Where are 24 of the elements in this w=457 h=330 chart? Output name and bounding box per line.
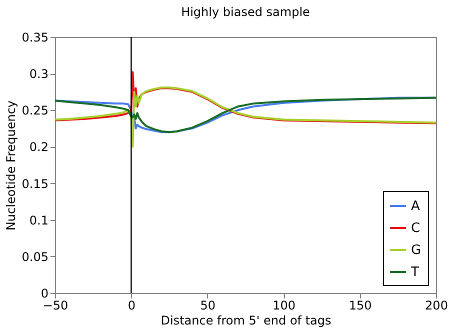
line-series bbox=[54, 86, 437, 148]
y-tick-label: 0.35 bbox=[22, 30, 48, 44]
x-tick-label: −50 bbox=[42, 298, 68, 312]
y-tick-label: 0 bbox=[40, 286, 48, 300]
x-tick-label: 50 bbox=[200, 298, 216, 312]
y-tick-label: 0.2 bbox=[29, 140, 48, 154]
y-tick-label: 0.15 bbox=[22, 176, 48, 191]
x-tick-label: 100 bbox=[272, 298, 296, 312]
legend-label: C bbox=[411, 221, 420, 236]
line-series bbox=[54, 96, 437, 134]
legend-label: T bbox=[410, 265, 419, 280]
x-tick-label: 0 bbox=[128, 298, 136, 312]
x-tick-label: 200 bbox=[425, 298, 448, 312]
x-tick-label: 150 bbox=[348, 298, 372, 312]
legend-label: A bbox=[411, 199, 420, 214]
x-axis-title: Distance from 5' end of tags bbox=[160, 314, 332, 328]
y-axis-title: Nucleotide Frequency bbox=[4, 100, 18, 231]
legend-label: G bbox=[411, 243, 422, 258]
chart-title: Highly biased sample bbox=[181, 5, 310, 19]
y-tick-label: 0.1 bbox=[29, 213, 48, 228]
y-tick-label: 0.3 bbox=[29, 67, 48, 82]
y-tick-label: 0.25 bbox=[22, 104, 48, 118]
line-series bbox=[54, 71, 437, 124]
y-tick-label: 0.05 bbox=[22, 250, 48, 264]
